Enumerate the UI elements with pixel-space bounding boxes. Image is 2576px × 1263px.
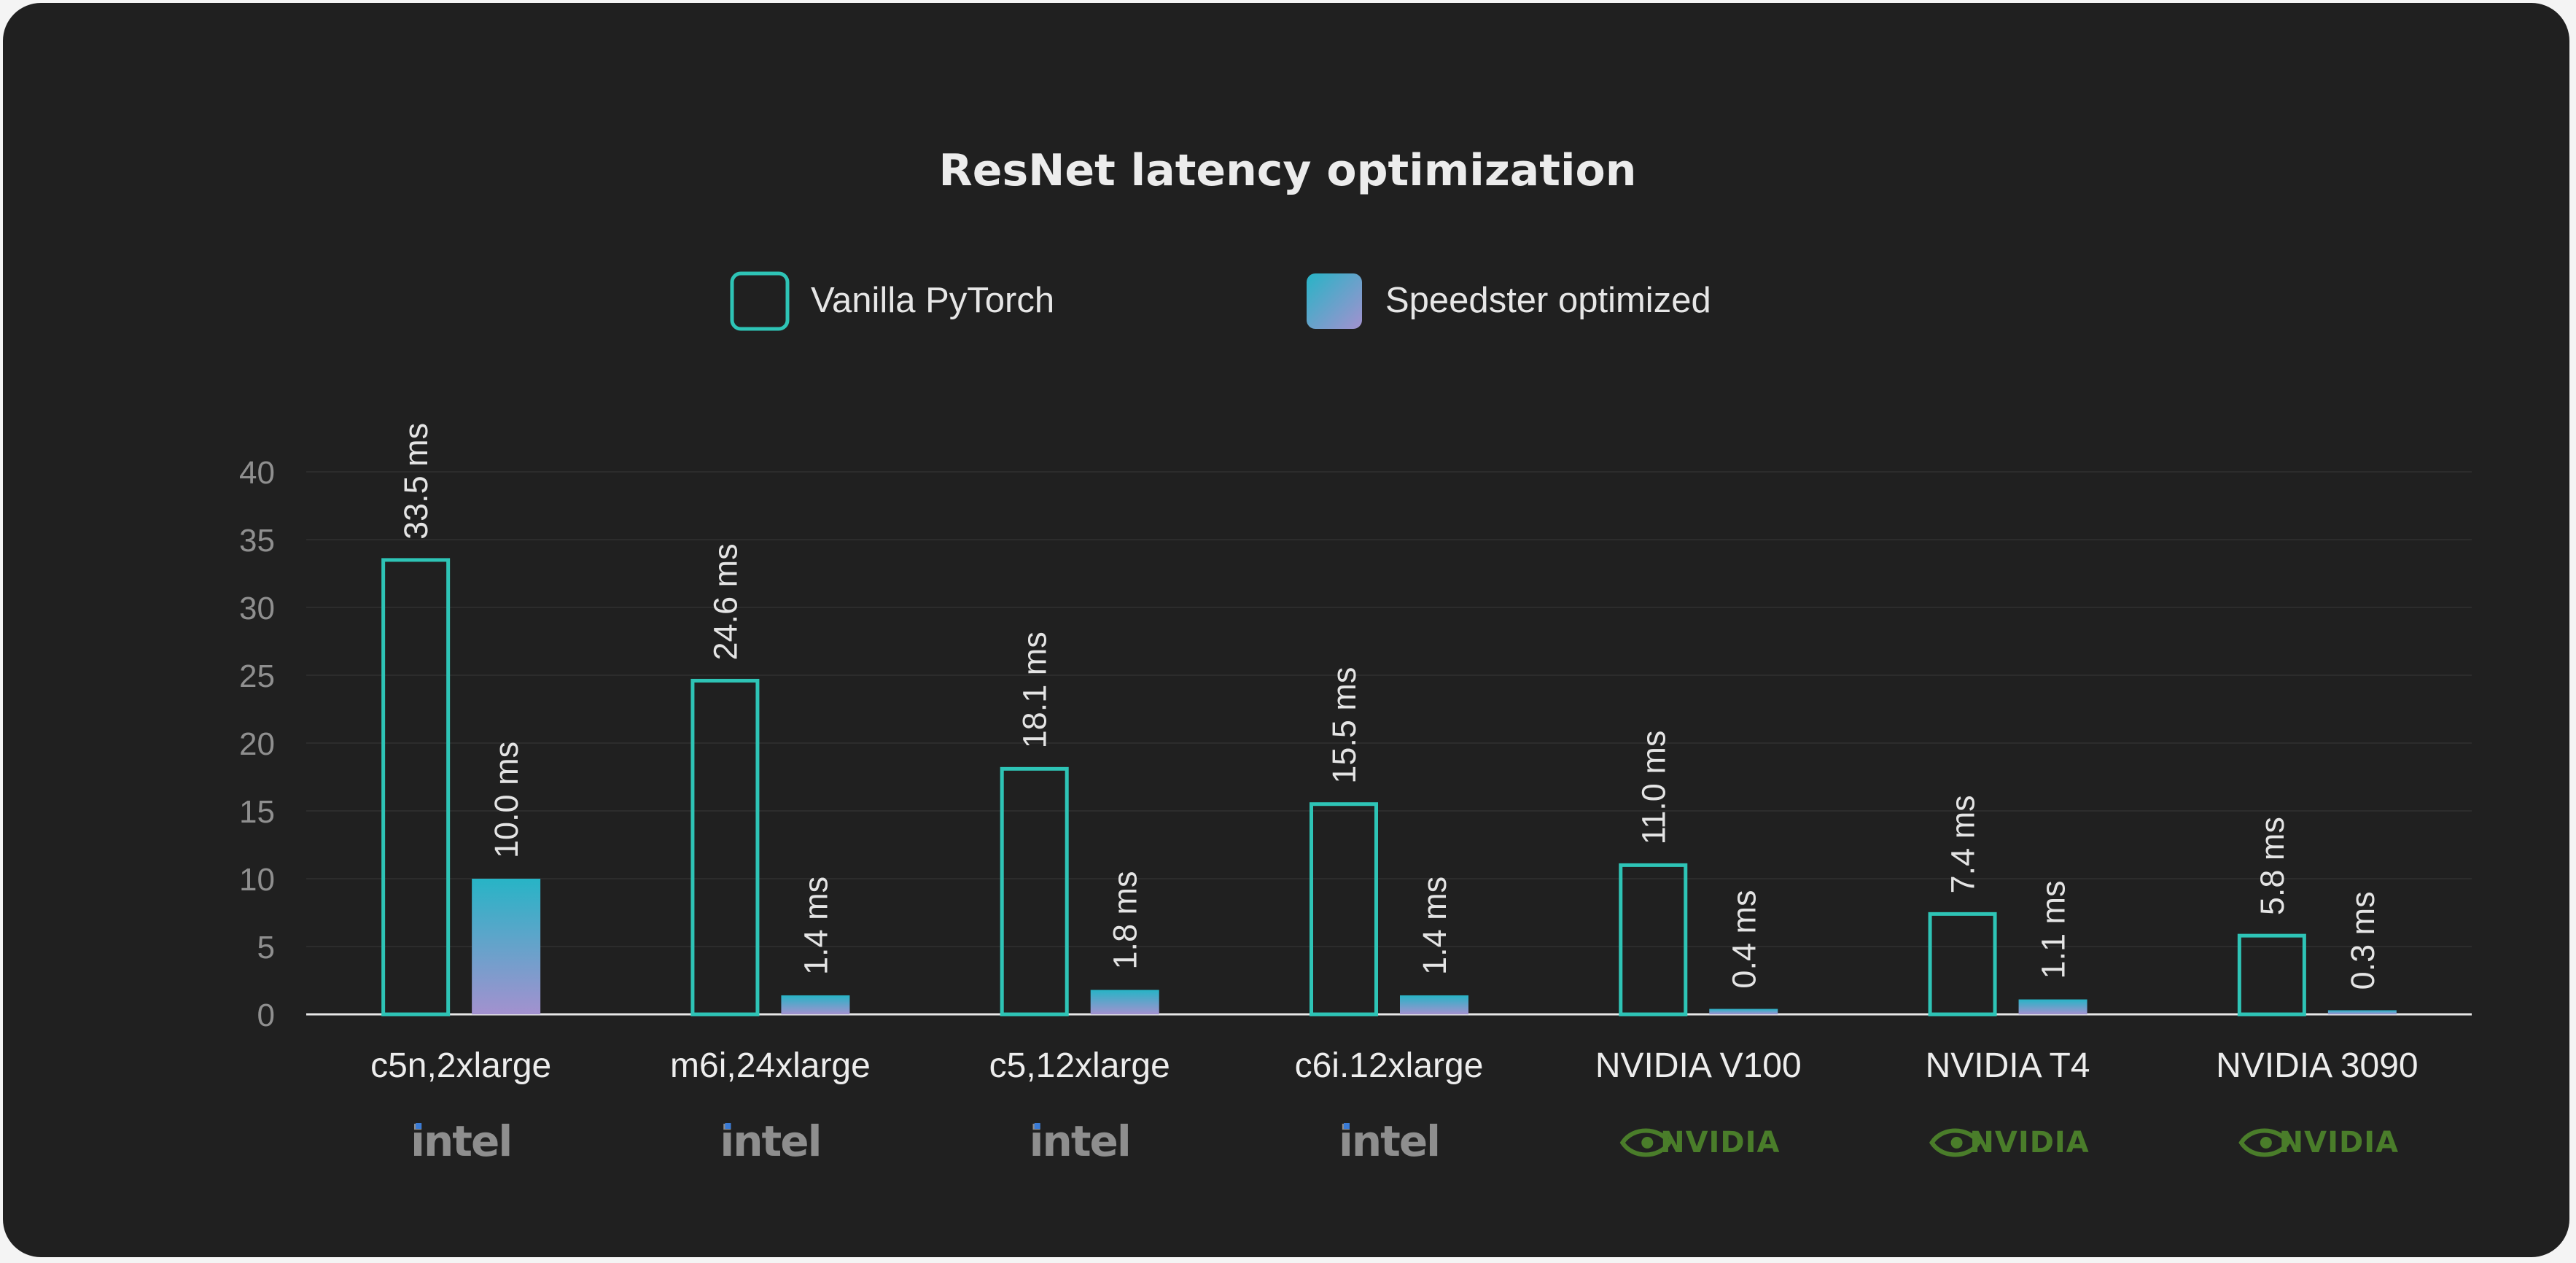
nvidia-eye-pupil xyxy=(1950,1137,1963,1149)
bar-speedster-optimized xyxy=(781,995,850,1014)
data-label-speedster: 1.4 ms xyxy=(797,877,834,975)
intel-logo-wordmark: intel xyxy=(720,1116,820,1166)
y-tick-label: 30 xyxy=(239,591,275,626)
bar-vanilla-pytorch xyxy=(2237,933,2306,1017)
x-tick-label: NVIDIA T4 xyxy=(1926,1046,2090,1085)
legend-swatch-vanilla xyxy=(730,271,790,331)
bar-speedster-optimized xyxy=(2327,1010,2397,1014)
legend: Vanilla PyTorch Speedster optimized xyxy=(730,271,1711,331)
bar-speedster-optimized xyxy=(1090,990,1159,1014)
nvidia-logo: NVIDIA xyxy=(1619,1126,1780,1159)
nvidia-logo: NVIDIA xyxy=(2238,1126,2399,1159)
intel-logo: intel xyxy=(1339,1116,1441,1166)
bar-speedster-optimized xyxy=(1709,1009,1778,1014)
nvidia-eye-pupil xyxy=(1641,1137,1654,1149)
y-tick-label: 40 xyxy=(239,455,275,491)
nvidia-logo-wordmark: NVIDIA xyxy=(1969,1126,2089,1159)
intel-logo-dot xyxy=(1034,1123,1040,1129)
data-label-vanilla: 5.8 ms xyxy=(2254,817,2291,915)
intel-logo: intel xyxy=(410,1116,513,1166)
nvidia-eye-pupil xyxy=(2260,1137,2272,1149)
data-label-vanilla: 24.6 ms xyxy=(707,543,744,660)
x-tick-label: m6i,24xlarge xyxy=(670,1046,871,1085)
x-axis: c5n,2xlarge intel m6i,24xlarge intel c5,12xl… xyxy=(370,1046,2419,1166)
intel-logo-wordmark: intel xyxy=(1030,1116,1130,1166)
data-label-speedster: 0.3 ms xyxy=(2344,891,2381,990)
y-tick-label: 5 xyxy=(257,930,275,965)
bar-vanilla-pytorch xyxy=(690,678,760,1017)
nvidia-logo-wordmark: NVIDIA xyxy=(1660,1126,1780,1159)
bar-vanilla-pytorch xyxy=(1928,912,1997,1017)
nvidia-logo: NVIDIA xyxy=(1929,1126,2089,1159)
nvidia-eye-icon xyxy=(2238,1128,2291,1157)
x-tick-label: NVIDIA 3090 xyxy=(2216,1046,2419,1085)
grid-lines xyxy=(306,471,2472,947)
chart-card xyxy=(3,3,2569,1257)
data-label-speedster: 10.0 ms xyxy=(488,742,525,858)
bar-vanilla-pytorch xyxy=(1000,766,1069,1017)
legend-label-vanilla: Vanilla PyTorch xyxy=(811,281,1054,320)
nvidia-logo-wordmark: NVIDIA xyxy=(2279,1126,2399,1159)
data-label-speedster: 1.8 ms xyxy=(1107,871,1144,969)
y-tick-label: 20 xyxy=(239,726,275,762)
chart-title: ResNet latency optimization xyxy=(939,145,1637,196)
bar-vanilla-pytorch xyxy=(1310,802,1378,1017)
intel-logo: intel xyxy=(720,1116,822,1166)
bar-speedster-optimized xyxy=(2018,999,2087,1014)
data-label-vanilla: 11.0 ms xyxy=(1635,731,1672,845)
intel-logo-dot xyxy=(416,1123,422,1129)
y-tick-label: 10 xyxy=(239,862,275,898)
intel-logo: intel xyxy=(1030,1116,1132,1166)
data-label-vanilla: 33.5 ms xyxy=(397,423,435,540)
x-tick-label: c5n,2xlarge xyxy=(370,1046,551,1085)
data-label-vanilla: 15.5 ms xyxy=(1326,667,1363,784)
legend-swatch-speedster xyxy=(1307,273,1362,329)
nvidia-eye-icon xyxy=(1929,1128,1982,1157)
nvidia-eye-icon xyxy=(1619,1128,1672,1157)
y-tick-label: 25 xyxy=(239,658,275,694)
x-tick-label: c6i.12xlarge xyxy=(1295,1046,1484,1085)
data-label-speedster: 1.1 ms xyxy=(2035,880,2072,979)
bars: 33.5 ms 10.0 ms 24.6 ms 1.4 ms 18.1 ms 1.8 ms… xyxy=(381,423,2397,1017)
intel-logo-wordmark: intel xyxy=(1339,1116,1439,1166)
y-tick-label: 35 xyxy=(239,523,275,559)
bar-vanilla-pytorch xyxy=(1619,863,1688,1017)
x-tick-label: NVIDIA V100 xyxy=(1595,1046,1802,1085)
y-tick-label: 0 xyxy=(257,998,275,1033)
x-tick-label: c5,12xlarge xyxy=(989,1046,1170,1085)
data-label-speedster: 1.4 ms xyxy=(1416,877,1453,975)
intel-logo-wordmark: intel xyxy=(410,1116,511,1166)
y-axis: 0 5 10 15 20 25 30 35 40 xyxy=(239,455,2472,1033)
legend-label-speedster: Speedster optimized xyxy=(1385,281,1711,320)
data-label-vanilla: 18.1 ms xyxy=(1016,632,1054,748)
bar-vanilla-pytorch xyxy=(381,558,451,1017)
data-label-vanilla: 7.4 ms xyxy=(1945,795,1982,893)
bar-speedster-optimized xyxy=(1400,995,1468,1014)
y-tick-label: 15 xyxy=(239,794,275,830)
bar-speedster-optimized xyxy=(472,879,541,1014)
data-label-speedster: 0.4 ms xyxy=(1725,890,1762,989)
intel-logo-dot xyxy=(725,1123,731,1129)
intel-logo-dot xyxy=(1344,1123,1350,1129)
